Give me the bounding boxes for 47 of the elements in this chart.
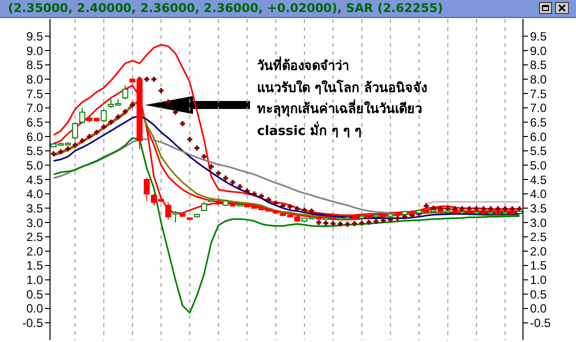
annotation: ทะลุทุกเส้นค่าเฉลี่ยในวันเดียว (257, 99, 423, 119)
y2-tick-label: 2.0 (530, 244, 548, 258)
y2-tick-label: 1.0 (530, 273, 548, 288)
y2-tick-label: 4.0 (530, 187, 548, 202)
y2-tick-label: 6.0 (530, 130, 548, 144)
y2-tick-label: 1.5 (530, 258, 548, 273)
y2-tick-label: 9.0 (530, 44, 548, 58)
y2-tick-label: 0.5 (530, 287, 548, 302)
annotation: วันที่ต้องจดจำว่า (257, 56, 350, 76)
y2-tick-label: 7.0 (530, 101, 548, 116)
y-tick-label: 7.0 (26, 101, 44, 116)
y-tick-label: 6.5 (26, 115, 44, 130)
y2-tick-label: 8.0 (530, 72, 548, 86)
y2-tick-label: 5.0 (530, 158, 548, 172)
y-tick-label: -0.5 (22, 316, 44, 330)
y2-tick-label: 8.5 (530, 58, 548, 72)
y-tick-label: 9.5 (26, 29, 44, 44)
y2-tick-label: 5.5 (530, 144, 548, 158)
y-tick-label: 1.0 (26, 273, 44, 288)
y-tick-label: 8.5 (26, 58, 44, 72)
y2-tick-label: 4.5 (530, 172, 548, 187)
y-tick-label: 7.5 (26, 86, 44, 101)
y-tick-label: 6.0 (26, 130, 44, 144)
y2-tick-label: 9.5 (530, 29, 548, 44)
y2-tick-label: 6.5 (530, 115, 548, 130)
y-tick-label: 4.5 (26, 172, 44, 187)
y2-tick-label: -0.5 (530, 316, 552, 330)
y-tick-label: 1.5 (26, 258, 44, 273)
y-tick-label: 0.5 (26, 287, 44, 302)
y2-tick-label: 7.5 (530, 86, 548, 101)
y2-tick-label: 0.0 (530, 302, 548, 316)
y-tick-label: 2.5 (26, 230, 44, 244)
y2-tick-label: 3.5 (530, 201, 548, 216)
annotation: classic มั่ก ๆ ๆ ๆ (257, 120, 363, 140)
y-tick-label: 2.0 (26, 244, 44, 258)
chart-title: (2.35000, 2.40000, 2.36000, 2.36000, +0.02000), SAR (2.62255) (8, 1, 443, 15)
y-tick-label: 9.0 (26, 44, 44, 58)
y-tick-label: 0.0 (26, 302, 44, 316)
y2-tick-label: 2.5 (530, 230, 548, 244)
y-tick-label: 5.0 (26, 158, 44, 172)
y-tick-label: 8.0 (26, 72, 44, 86)
y2-tick-label: 3.0 (530, 216, 548, 230)
y-tick-label: 3.0 (26, 216, 44, 230)
y-tick-label: 5.5 (26, 144, 44, 158)
y-tick-label: 4.0 (26, 187, 44, 202)
annotation: แนวรับใด ๆในโลก ล้วนอนิจจัง (257, 78, 428, 98)
y-tick-label: 3.5 (26, 201, 44, 216)
